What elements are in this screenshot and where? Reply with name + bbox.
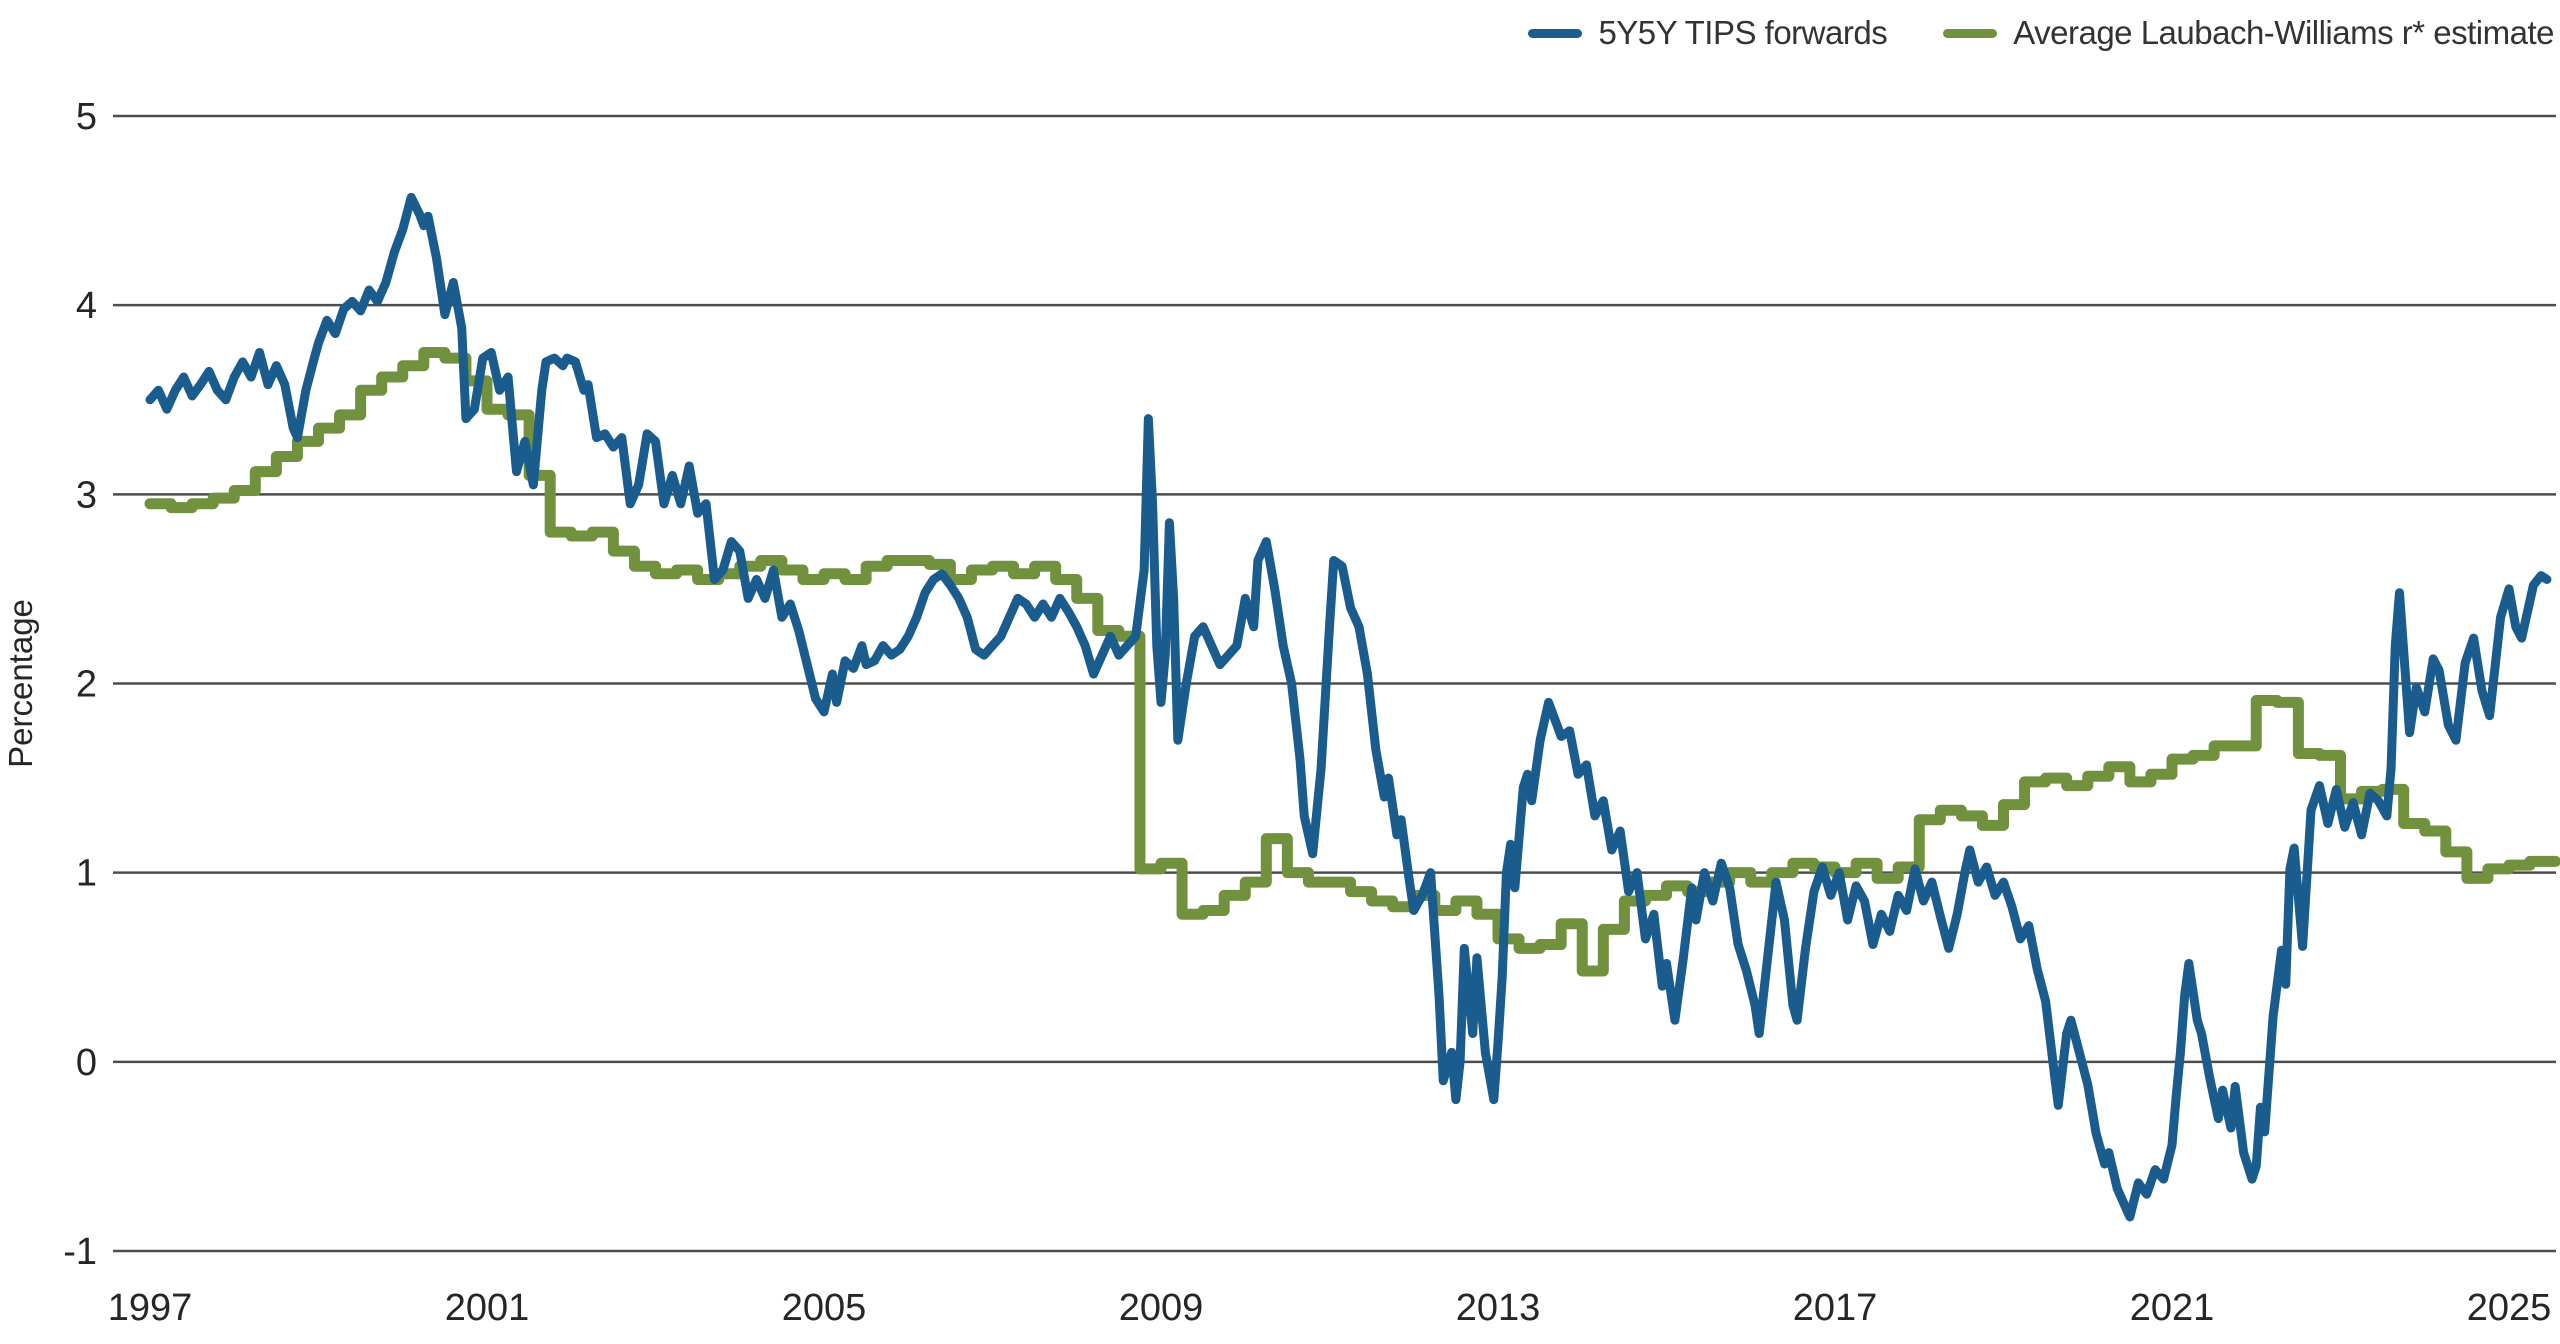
y-tick-label: 3 bbox=[76, 474, 97, 516]
legend-swatch-green-line-icon bbox=[1943, 28, 1998, 38]
series-line-5y5y-tips-forwards bbox=[145, 192, 2552, 1222]
legend-swatch-blue-line-icon bbox=[1528, 28, 1583, 38]
y-tick-label: 2 bbox=[76, 664, 97, 706]
series-line-average-laubach-williams-r-estimate bbox=[144, 346, 2560, 977]
x-tick-label: 2009 bbox=[1119, 1287, 1204, 1329]
legend-item-average-laubach-williams: Average Laubach-Williams r* estimate bbox=[1943, 14, 2554, 52]
legend-label: Average Laubach-Williams r* estimate bbox=[2013, 14, 2554, 51]
x-tick-label: 1997 bbox=[108, 1287, 193, 1329]
chart-legend: 5Y5Y TIPS forwards Average Laubach-Willi… bbox=[1528, 14, 2554, 52]
legend-label: 5Y5Y TIPS forwards bbox=[1598, 14, 1888, 51]
x-tick-label: 2025 bbox=[2467, 1287, 2552, 1329]
y-tick-label: 1 bbox=[76, 853, 97, 895]
y-tick-label: 0 bbox=[76, 1042, 97, 1084]
x-tick-label: 2013 bbox=[1456, 1287, 1541, 1329]
x-tick-label: 2005 bbox=[782, 1287, 867, 1329]
y-axis-title: Percentage bbox=[2, 599, 39, 768]
y-tick-label: -1 bbox=[63, 1231, 97, 1273]
x-tick-label: 2017 bbox=[1793, 1287, 1878, 1329]
x-tick-label: 2021 bbox=[2130, 1287, 2215, 1329]
legend-item-5y5y-tips-forwards: 5Y5Y TIPS forwards bbox=[1528, 14, 1888, 52]
x-tick-label: 2001 bbox=[445, 1287, 530, 1329]
y-tick-label: 5 bbox=[76, 96, 97, 138]
y-tick-label: 4 bbox=[76, 285, 97, 327]
